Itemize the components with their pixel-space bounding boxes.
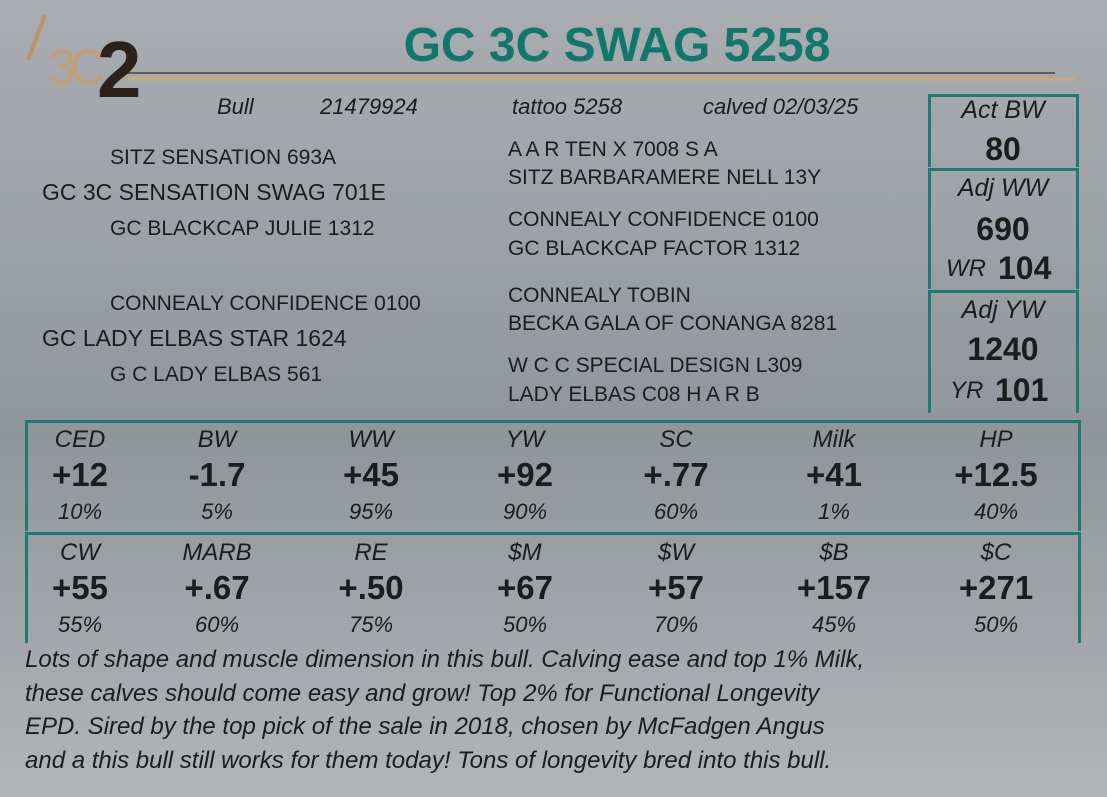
epd-label: $W bbox=[658, 539, 694, 566]
epd-percentile: 55% bbox=[57, 612, 103, 637]
epd-label: $C bbox=[980, 539, 1012, 566]
epd-label: Milk bbox=[812, 426, 856, 453]
epd-percentile: 60% bbox=[194, 612, 240, 637]
epd-value: +.77 bbox=[643, 456, 709, 493]
description-line: EPD. Sired by the top pick of the sale i… bbox=[25, 713, 825, 740]
epd-percentile: 95% bbox=[348, 499, 394, 524]
epd-value: +157 bbox=[796, 569, 872, 606]
pedigree-name: GC BLACKCAP JULIE 1312 bbox=[110, 217, 375, 240]
measure-label: Act BW bbox=[961, 96, 1045, 124]
pedigree-name: A A R TEN X 7008 S A bbox=[508, 138, 718, 161]
epd-percentile: 10% bbox=[57, 499, 103, 524]
info: calved 02/03/25 bbox=[703, 94, 859, 119]
pedigree-name: LADY ELBAS C08 H A R B bbox=[508, 383, 760, 406]
info: 21479924 bbox=[320, 94, 418, 119]
info: Bull bbox=[217, 94, 254, 119]
epd-percentile: 50% bbox=[502, 612, 548, 637]
measure-value: 690 bbox=[976, 211, 1030, 247]
lot-number: 2 bbox=[97, 25, 142, 114]
epd-value: -1.7 bbox=[188, 456, 246, 493]
measure-label: Adj YW bbox=[961, 296, 1045, 324]
sire: GC 3C SENSATION SWAG 701E bbox=[42, 179, 386, 205]
epd-label: RE bbox=[354, 539, 388, 566]
epd-percentile: 5% bbox=[201, 499, 233, 524]
pedigree-name: BECKA GALA OF CONANGA 8281 bbox=[508, 312, 838, 335]
info: tattoo 5258 bbox=[512, 94, 623, 119]
epd-value: +.50 bbox=[338, 569, 404, 606]
epd-label: CW bbox=[60, 539, 100, 566]
epd-label: MARB bbox=[182, 539, 252, 566]
epd-percentile: 70% bbox=[653, 612, 699, 637]
description-line: and a this bull still works for them tod… bbox=[25, 746, 832, 774]
epd-percentile: 90% bbox=[502, 499, 548, 524]
epd-value: +41 bbox=[806, 456, 862, 493]
pedigree-name: CONNEALY TOBIN bbox=[508, 284, 691, 307]
pedigree-name: CONNEALY CONFIDENCE 0100 bbox=[110, 292, 421, 315]
description-line: Lots of shape and muscle dimension in th… bbox=[25, 646, 865, 673]
epd-value: +271 bbox=[958, 569, 1034, 606]
pedigree-name: GC BLACKCAP FACTOR 1312 bbox=[508, 237, 801, 260]
epd-label: YW bbox=[505, 426, 545, 453]
pedigree-name: G C LADY ELBAS 561 bbox=[110, 363, 323, 386]
epd-label: WW bbox=[348, 426, 394, 453]
dam: GC LADY ELBAS STAR 1624 bbox=[42, 325, 347, 351]
epd-value: +57 bbox=[648, 569, 704, 606]
ratio-label: YR bbox=[950, 377, 984, 404]
epd-label: CED bbox=[54, 426, 106, 453]
title: GC 3C SWAG 5258 bbox=[403, 19, 831, 72]
epd-label: HP bbox=[979, 426, 1013, 453]
epd-label: $B bbox=[819, 539, 849, 566]
pedigree-name: W C C SPECIAL DESIGN L309 bbox=[508, 354, 803, 377]
epd-value: +92 bbox=[497, 456, 553, 493]
ratio-value: 101 bbox=[995, 372, 1049, 408]
epd-percentile: 50% bbox=[973, 612, 1019, 637]
epd-value: +12 bbox=[52, 456, 108, 493]
pedigree-name: SITZ BARBARAMERE NELL 13Y bbox=[508, 166, 822, 189]
epd-value: +45 bbox=[343, 456, 399, 493]
measure-value: 1240 bbox=[967, 331, 1039, 367]
epd-percentile: 1% bbox=[818, 499, 850, 524]
epd-value: +12.5 bbox=[954, 456, 1038, 493]
ratio-value: 104 bbox=[998, 250, 1052, 286]
epd-percentile: 75% bbox=[348, 612, 394, 637]
measure-box bbox=[928, 290, 1079, 413]
epd-label: $M bbox=[508, 539, 542, 566]
epd-value: +55 bbox=[52, 569, 108, 606]
epd-label: BW bbox=[197, 426, 237, 453]
measure-value: 80 bbox=[985, 131, 1021, 167]
measure-box bbox=[928, 168, 1079, 289]
description-line: these calves should come easy and grow! … bbox=[25, 679, 820, 707]
epd-value: +67 bbox=[497, 569, 553, 606]
measure-box bbox=[928, 94, 1079, 167]
epd-value: +.67 bbox=[184, 569, 250, 606]
epd-percentile: 40% bbox=[973, 499, 1019, 524]
pedigree-name: SITZ SENSATION 693A bbox=[110, 146, 337, 169]
logo: 3C bbox=[48, 39, 106, 95]
epd-percentile: 45% bbox=[811, 612, 857, 637]
epd-panel bbox=[25, 420, 1081, 531]
pedigree-name: CONNEALY CONFIDENCE 0100 bbox=[508, 208, 819, 231]
epd-label: SC bbox=[659, 426, 693, 453]
ratio-label: WR bbox=[946, 255, 986, 282]
logo-slash bbox=[26, 14, 47, 61]
epd-panel bbox=[25, 532, 1081, 643]
measure-label: Adj WW bbox=[957, 174, 1049, 202]
epd-percentile: 60% bbox=[653, 499, 699, 524]
